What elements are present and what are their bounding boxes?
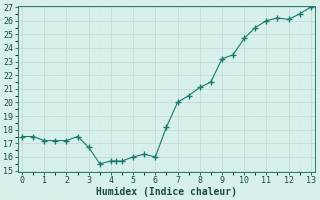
- X-axis label: Humidex (Indice chaleur): Humidex (Indice chaleur): [96, 186, 237, 197]
